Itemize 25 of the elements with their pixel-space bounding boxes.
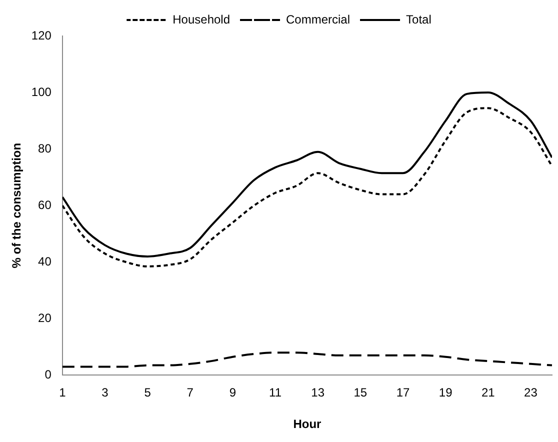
y-tick-label: 120 (31, 28, 52, 42)
line-series (62, 352, 552, 368)
x-tick-label: 21 (481, 386, 496, 400)
x-tick-label: 23 (524, 386, 538, 400)
x-tick-label: 11 (269, 386, 282, 400)
y-tick-label: 0 (44, 368, 52, 382)
x-tick-label: 17 (396, 386, 410, 400)
x-tick-label: 13 (311, 386, 325, 400)
x-tick-label: 1 (59, 386, 66, 400)
x-tick-label: 5 (144, 386, 152, 400)
x-axis-title: Hour (293, 417, 322, 432)
y-tick-label: 100 (31, 84, 52, 99)
x-tick-label: 9 (229, 386, 236, 400)
y-tick-label: 40 (38, 254, 52, 268)
x-tick-label: 3 (102, 386, 109, 400)
legend-label: Commercial (286, 12, 350, 26)
legend-label: Total (406, 12, 432, 26)
y-tick-label: 20 (38, 310, 52, 325)
x-tick-label: 15 (354, 386, 368, 400)
legend-label: Household (172, 12, 230, 26)
x-tick-label: 7 (186, 386, 194, 400)
y-tick-label: 60 (38, 198, 52, 212)
y-tick-label: 80 (38, 141, 52, 156)
y-axis-title: % of the consumption (10, 142, 24, 268)
x-tick-label: 19 (438, 386, 453, 400)
